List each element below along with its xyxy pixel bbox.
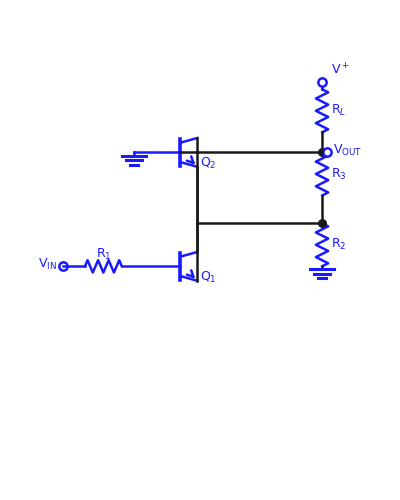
Text: R$_3$: R$_3$ bbox=[331, 166, 346, 182]
Text: R$_1$: R$_1$ bbox=[96, 247, 111, 262]
Text: Q$_2$: Q$_2$ bbox=[200, 156, 216, 170]
Text: Q$_1$: Q$_1$ bbox=[200, 270, 216, 284]
Text: V$_{\mathregular{OUT}}$: V$_{\mathregular{OUT}}$ bbox=[333, 144, 362, 158]
Text: V$_{\mathregular{IN}}$: V$_{\mathregular{IN}}$ bbox=[38, 258, 56, 272]
Text: R$_L$: R$_L$ bbox=[331, 104, 346, 118]
Text: V$^+$: V$^+$ bbox=[331, 62, 350, 78]
Text: R$_2$: R$_2$ bbox=[331, 238, 346, 252]
